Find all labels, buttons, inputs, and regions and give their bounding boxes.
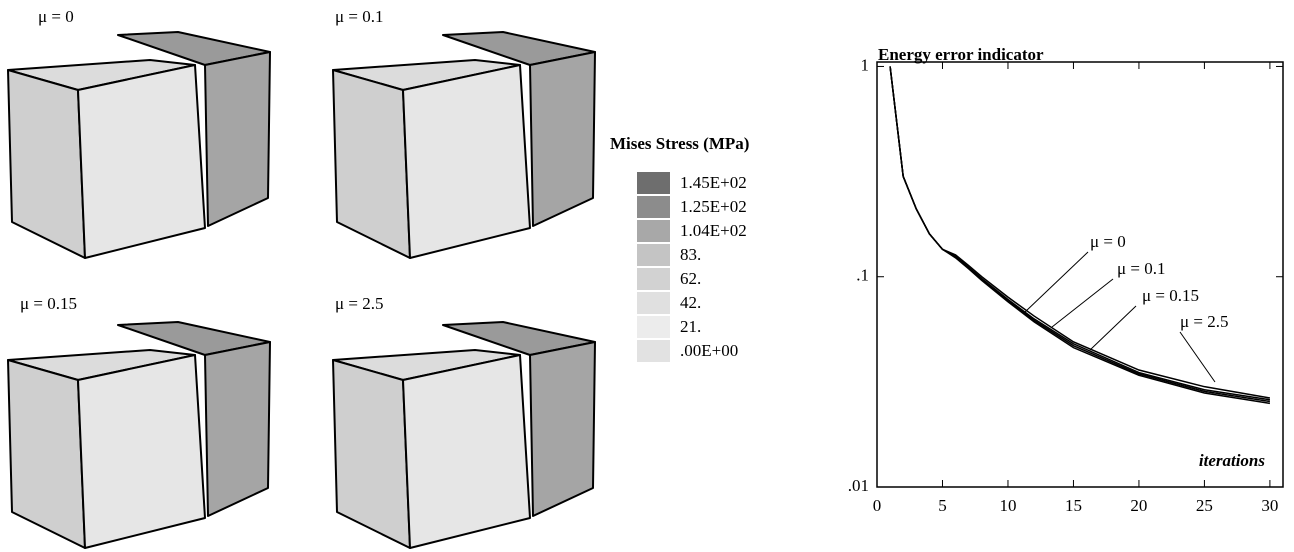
legend-swatch [637, 244, 670, 266]
block-face [403, 355, 530, 548]
legend-swatch [637, 292, 670, 314]
x-tick-label: 30 [1261, 496, 1278, 515]
block-face [78, 355, 205, 548]
x-tick-label: 25 [1196, 496, 1213, 515]
legend-label: 1.25E+02 [680, 197, 747, 216]
legend-label: 62. [680, 269, 701, 288]
legend-title: Mises Stress (MPa) [610, 134, 749, 153]
legend-label: .00E+00 [680, 341, 738, 360]
y-tick-label: 1 [861, 55, 870, 74]
legend-label: 42. [680, 293, 701, 312]
series-line [890, 66, 1270, 401]
legend-label: 21. [680, 317, 701, 336]
legend-swatch [637, 340, 670, 362]
legend-swatch [637, 172, 670, 194]
legend-label: 83. [680, 245, 701, 264]
figure: Mises Stress (MPa) Energy error indicato… [0, 0, 1294, 552]
legend-swatch [637, 196, 670, 218]
block-face [205, 342, 270, 516]
leader-line [1090, 306, 1136, 350]
x-tick-label: 5 [938, 496, 947, 515]
legend-swatch [637, 268, 670, 290]
legend-swatch [637, 316, 670, 338]
chart-title: Energy error indicator [878, 45, 1044, 64]
plot-frame [877, 62, 1283, 487]
series-label: μ = 0 [1090, 232, 1126, 251]
block-face [403, 65, 530, 258]
block-face [8, 360, 85, 548]
panel-label: μ = 2.5 [335, 294, 383, 313]
panel-label: μ = 0 [38, 7, 74, 26]
y-tick-label: .1 [856, 266, 869, 285]
x-tick-label: 15 [1065, 496, 1082, 515]
x-tick-label: 0 [873, 496, 882, 515]
block-face [530, 52, 595, 226]
block-face [8, 70, 85, 258]
leader-line [1025, 252, 1088, 312]
series-line [890, 66, 1270, 403]
panel-label: μ = 0.15 [20, 294, 77, 313]
x-tick-label: 10 [999, 496, 1016, 515]
block-face [333, 360, 410, 548]
block-face [333, 70, 410, 258]
block-face [530, 342, 595, 516]
series-label: μ = 0.15 [1142, 286, 1199, 305]
y-tick-label: .01 [848, 476, 869, 495]
x-axis-label: iterations [1199, 451, 1266, 470]
panel-label: μ = 0.1 [335, 7, 383, 26]
legend-swatch [637, 220, 670, 242]
leader-line [1052, 279, 1113, 327]
series-label: μ = 2.5 [1180, 312, 1228, 331]
legend-label: 1.04E+02 [680, 221, 747, 240]
block-face [78, 65, 205, 258]
x-tick-label: 20 [1130, 496, 1147, 515]
legend-label: 1.45E+02 [680, 173, 747, 192]
block-face [205, 52, 270, 226]
leader-line [1180, 332, 1215, 382]
series-label: μ = 0.1 [1117, 259, 1165, 278]
